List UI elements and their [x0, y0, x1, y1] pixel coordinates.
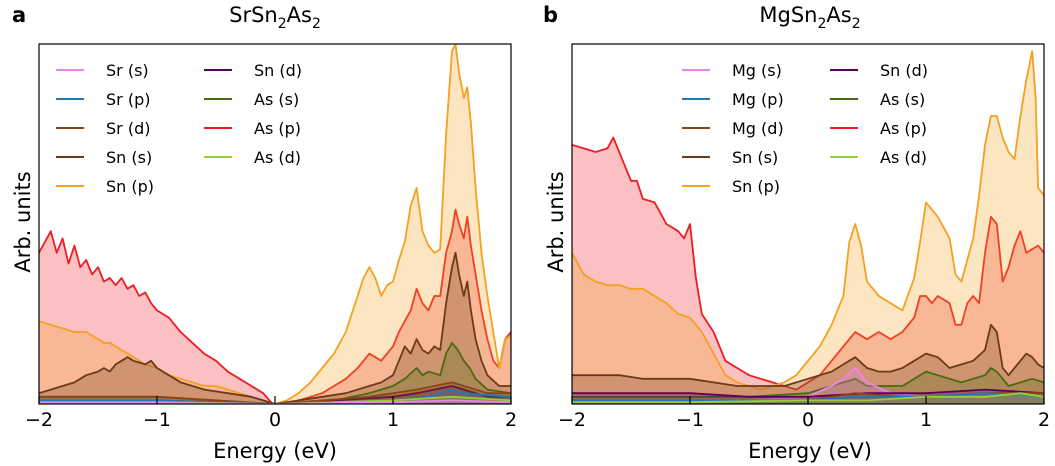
legend-label: Sn (s)	[106, 148, 152, 167]
xtick-label: 0	[802, 409, 814, 431]
panel-b-plot-area	[571, 43, 1045, 405]
xtick-label: 1	[387, 409, 399, 431]
xtick-label: −2	[558, 409, 586, 431]
series-line-sn-p	[572, 50, 1044, 391]
xtick-label: 2	[505, 409, 517, 431]
series-line-sr-d	[39, 381, 511, 404]
legend-label: Sn (d)	[880, 61, 928, 80]
legend-label: As (s)	[254, 90, 299, 109]
legend-label: As (s)	[880, 90, 925, 109]
panel-b-legend: Mg (s) Mg (p) Mg (d) Sn (s) Sn (p) Sn (d) As (…	[682, 61, 928, 196]
xtick-label: −2	[25, 409, 53, 431]
series-line-as-d	[572, 392, 1044, 404]
legend-label: Mg (d)	[732, 119, 784, 138]
legend-label: As (p)	[254, 119, 301, 138]
panel-label-a: a	[12, 3, 26, 27]
series-line-sn-s	[39, 251, 511, 404]
legend-label: As (p)	[880, 119, 927, 138]
legend-label: Sr (d)	[106, 119, 150, 138]
series-fill-sn-p	[572, 51, 1044, 404]
legend-label: Mg (p)	[732, 90, 784, 109]
panel-a-title: SrSn2As2	[229, 3, 321, 32]
xtick-label: −1	[676, 409, 704, 431]
legend-label: Sr (p)	[106, 90, 150, 109]
panel-label-b: b	[543, 3, 558, 27]
panel-a: a SrSn2As2 −2 −1 0 1 2 Energy (eV) Arb. unit…	[11, 3, 517, 463]
legend-label: Sn (s)	[732, 148, 778, 167]
panel-b: b MgSn2As2 −2 −1 0 1 2 Energy (eV) Arb. unit…	[543, 3, 1050, 463]
legend-label: Sn (p)	[106, 177, 154, 196]
legend-label: As (d)	[254, 148, 301, 167]
panel-a-ylabel: Arb. units	[11, 171, 35, 272]
xtick-label: −1	[143, 409, 171, 431]
legend-label: As (d)	[880, 148, 927, 167]
legend-label: Mg (s)	[732, 61, 782, 80]
panel-a-legend: Sr (s) Sr (p) Sr (d) Sn (s) Sn (p) Sn (d) As (…	[56, 61, 302, 196]
series-fill-as-s	[572, 368, 1044, 404]
legend-label: Sn (d)	[254, 61, 302, 80]
series-line-as-p	[572, 136, 1044, 391]
panel-a-xticks: −2 −1 0 1 2	[25, 396, 517, 431]
panel-b-ylabel: Arb. units	[544, 171, 568, 272]
series-fill-sn-p	[39, 44, 511, 404]
series-line-sn-p	[39, 44, 511, 404]
panel-b-xticks: −2 −1 0 1 2	[558, 396, 1050, 431]
series-line-sn-s	[572, 323, 1044, 387]
panel-b-title: MgSn2As2	[759, 3, 860, 32]
panel-b-xlabel: Energy (eV)	[748, 439, 872, 463]
series-line-sr-s	[39, 399, 511, 404]
xtick-label: 0	[269, 409, 281, 431]
series-fill-as-p	[572, 137, 1044, 404]
series-fill-as-p	[39, 209, 511, 404]
legend-label: Sn (p)	[732, 177, 780, 196]
panel-a-xlabel: Energy (eV)	[213, 439, 337, 463]
series-fill-sn-s	[572, 324, 1044, 404]
series-fill-as-s	[39, 342, 511, 404]
legend-label: Sr (s)	[106, 61, 149, 80]
xtick-label: 1	[920, 409, 932, 431]
xtick-label: 2	[1038, 409, 1050, 431]
